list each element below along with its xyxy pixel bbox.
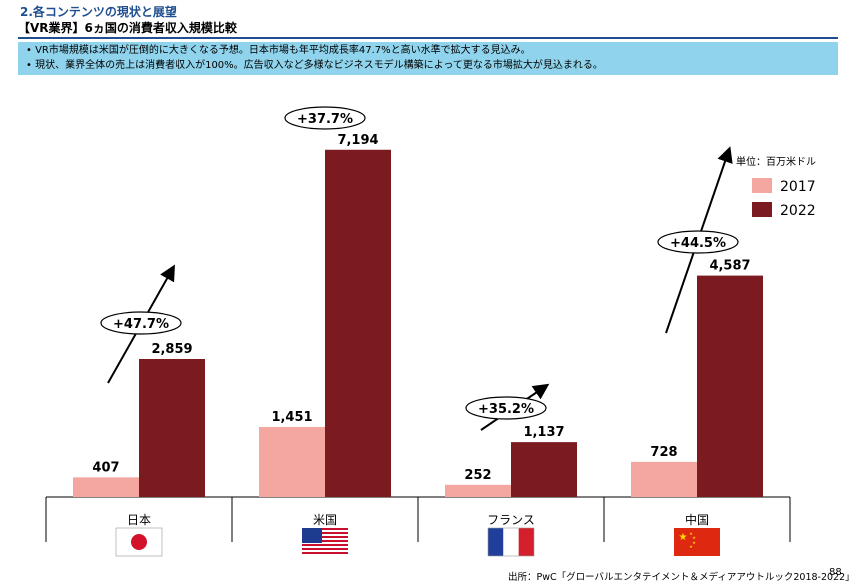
bar-2022 [325, 149, 391, 497]
usa-flag-stripe [302, 536, 348, 538]
title-underline [18, 37, 838, 39]
category-label: 中国 [685, 512, 709, 527]
page-number: 88 [829, 567, 842, 578]
growth-ellipse [465, 396, 547, 420]
bar-2017 [631, 461, 697, 497]
bar-2022 [697, 275, 763, 497]
france-flag-red [518, 528, 534, 556]
data-label: 1,137 [523, 425, 564, 440]
bar-2017 [259, 426, 325, 497]
growth-label: +35.2% [478, 402, 534, 417]
growth-label: +37.7% [297, 112, 353, 127]
china-flag-star: ★ [679, 532, 688, 543]
category-label: フランス [487, 513, 535, 527]
data-label: 1,451 [271, 410, 312, 425]
usa-flag-stripe [302, 532, 348, 534]
page-title: 【VR業界】6ヵ国の消費者収入規模比較 [18, 21, 237, 35]
france-flag-blue [488, 528, 504, 556]
data-label: 728 [650, 445, 677, 460]
china-flag-small-star: ★ [689, 544, 693, 549]
legend-swatch-2017 [752, 178, 772, 193]
usa-flag-stripe [302, 548, 348, 550]
france-flag-white [503, 528, 519, 556]
growth-label: +47.7% [113, 317, 169, 332]
growth-ellipse [657, 230, 739, 254]
usa-flag-stripe [302, 552, 348, 554]
legend-label: 2022 [780, 203, 816, 219]
china-flag-small-star: ★ [692, 535, 696, 540]
source-note: 出所：PwC「グローバルエンタテイメント＆メディアアウトルック2018-2022… [508, 572, 850, 583]
france-flag-icon [487, 527, 535, 557]
data-label: 2,859 [151, 342, 192, 357]
section-title: 2.各コンテンツの現状と展望 [20, 5, 177, 19]
usa-flag-stripe [302, 544, 348, 546]
china-flag-small-star: ★ [689, 531, 693, 536]
banner-item: 現状、業界全体の売上は消費者収入が100%。広告収入など多様なビジネスモデル構築… [26, 58, 830, 73]
data-label: 252 [464, 468, 491, 483]
data-label: 4,587 [709, 259, 750, 274]
bar-2017 [73, 477, 139, 497]
bar-2017 [445, 484, 511, 497]
china-flag-icon [674, 528, 720, 556]
bar-2022 [511, 442, 577, 497]
unit-label: 単位：百万米ドル [736, 155, 816, 168]
china-flag-small-star: ★ [692, 540, 696, 545]
usa-flag-stripe [302, 540, 348, 542]
usa-flag-canton [302, 528, 322, 543]
growth-ellipse [284, 106, 366, 130]
summary-banner: VR市場規模は米国が圧倒的に大きくなる予想。日本市場も年平均成長率47.7%と高… [18, 42, 838, 75]
usa-flag-stripe [302, 528, 348, 530]
data-label: 407 [92, 460, 119, 475]
growth-ellipse [100, 311, 182, 335]
legend-label: 2017 [780, 179, 816, 195]
legend-swatch-2022 [752, 202, 772, 217]
banner-item: VR市場規模は米国が圧倒的に大きくなる予想。日本市場も年平均成長率47.7%と高… [26, 43, 830, 58]
growth-label: +44.5% [670, 236, 726, 251]
bar-2022 [139, 359, 205, 497]
japan-flag-sun [131, 534, 147, 550]
data-label: 7,194 [337, 133, 378, 148]
category-label: 米国 [313, 513, 337, 527]
category-label: 日本 [127, 513, 151, 527]
